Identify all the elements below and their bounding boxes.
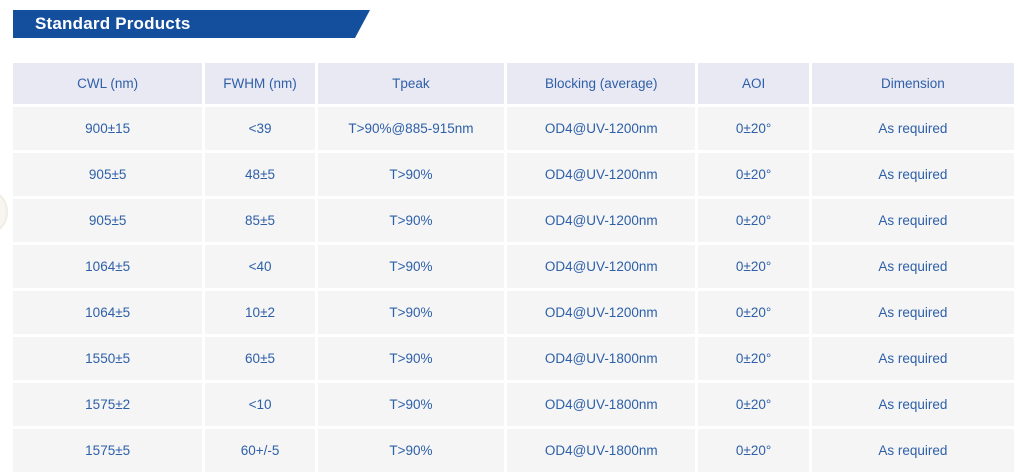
cell-aoi: 0±20° bbox=[698, 153, 809, 196]
cell-blocking: OD4@UV-1200nm bbox=[507, 291, 696, 334]
cell-blocking: OD4@UV-1800nm bbox=[507, 429, 696, 472]
cell-tpeak: T>90% bbox=[317, 429, 505, 472]
cell-cwl: 900±15 bbox=[13, 107, 203, 150]
cell-dimension: As required bbox=[811, 337, 1014, 380]
cell-tpeak: T>90% bbox=[317, 383, 505, 426]
cell-fwhm: 85±5 bbox=[205, 199, 315, 242]
cell-aoi: 0±20° bbox=[698, 199, 809, 242]
cell-fwhm: <10 bbox=[205, 383, 315, 426]
cell-cwl: 1064±5 bbox=[13, 291, 203, 334]
cell-fwhm: 48±5 bbox=[205, 153, 315, 196]
cell-fwhm: 60±5 bbox=[205, 337, 315, 380]
cell-fwhm: <39 bbox=[205, 107, 315, 150]
table-row: 905±5 48±5 T>90% OD4@UV-1200nm 0±20° As requi… bbox=[13, 153, 1014, 196]
cell-dimension: As required bbox=[811, 429, 1014, 472]
cell-dimension: As required bbox=[811, 199, 1014, 242]
cell-aoi: 0±20° bbox=[698, 383, 809, 426]
cell-dimension: As required bbox=[811, 291, 1014, 334]
cell-aoi: 0±20° bbox=[698, 291, 809, 334]
cell-cwl: 905±5 bbox=[13, 153, 203, 196]
cell-dimension: As required bbox=[811, 153, 1014, 196]
table-row: 1064±5 <40 T>90% OD4@UV-1200nm 0±20° As requi… bbox=[13, 245, 1014, 288]
column-header-tpeak: Tpeak bbox=[317, 63, 505, 104]
column-header-aoi: AOI bbox=[698, 63, 809, 104]
cell-tpeak: T>90% bbox=[317, 337, 505, 380]
section-title: Standard Products bbox=[35, 14, 191, 33]
cell-blocking: OD4@UV-1800nm bbox=[507, 383, 696, 426]
standard-products-table: CWL (nm) FWHM (nm) Tpeak Blocking (average)… bbox=[10, 60, 1017, 473]
cell-fwhm: <40 bbox=[205, 245, 315, 288]
cell-blocking: OD4@UV-1200nm bbox=[507, 245, 696, 288]
watermark-circle bbox=[0, 188, 8, 236]
cell-cwl: 1550±5 bbox=[13, 337, 203, 380]
cell-cwl: 1575±2 bbox=[13, 383, 203, 426]
cell-aoi: 0±20° bbox=[698, 107, 809, 150]
column-header-blocking: Blocking (average) bbox=[507, 63, 696, 104]
table-row: 905±5 85±5 T>90% OD4@UV-1200nm 0±20° As requi… bbox=[13, 199, 1014, 242]
cell-blocking: OD4@UV-1800nm bbox=[507, 337, 696, 380]
table-row: 1550±5 60±5 T>90% OD4@UV-1800nm 0±20° As requ… bbox=[13, 337, 1014, 380]
cell-cwl: 1575±5 bbox=[13, 429, 203, 472]
cell-fwhm: 60+/-5 bbox=[205, 429, 315, 472]
cell-dimension: As required bbox=[811, 383, 1014, 426]
cell-tpeak: T>90% bbox=[317, 153, 505, 196]
column-header-cwl: CWL (nm) bbox=[13, 63, 203, 104]
cell-dimension: As required bbox=[811, 107, 1014, 150]
cell-aoi: 0±20° bbox=[698, 245, 809, 288]
cell-aoi: 0±20° bbox=[698, 337, 809, 380]
header-row: CWL (nm) FWHM (nm) Tpeak Blocking (average)… bbox=[13, 63, 1014, 104]
cell-tpeak: T>90% bbox=[317, 199, 505, 242]
cell-fwhm: 10±2 bbox=[205, 291, 315, 334]
table-body: 900±15 <39 T>90%@885-915nm OD4@UV-1200nm 0±2… bbox=[13, 107, 1014, 472]
section-banner: Standard Products bbox=[13, 10, 370, 38]
table-container: CWL (nm) FWHM (nm) Tpeak Blocking (average)… bbox=[10, 60, 1017, 473]
table-row: 1575±2 <10 T>90% OD4@UV-1800nm 0±20° As requi… bbox=[13, 383, 1014, 426]
cell-tpeak: T>90%@885-915nm bbox=[317, 107, 505, 150]
table-row: 900±15 <39 T>90%@885-915nm OD4@UV-1200nm 0±2… bbox=[13, 107, 1014, 150]
cell-tpeak: T>90% bbox=[317, 291, 505, 334]
cell-blocking: OD4@UV-1200nm bbox=[507, 199, 696, 242]
table-row: 1575±5 60+/-5 T>90% OD4@UV-1800nm 0±20° As re… bbox=[13, 429, 1014, 472]
cell-blocking: OD4@UV-1200nm bbox=[507, 153, 696, 196]
column-header-dimension: Dimension bbox=[811, 63, 1014, 104]
cell-tpeak: T>90% bbox=[317, 245, 505, 288]
column-header-fwhm: FWHM (nm) bbox=[205, 63, 315, 104]
cell-cwl: 1064±5 bbox=[13, 245, 203, 288]
cell-aoi: 0±20° bbox=[698, 429, 809, 472]
cell-blocking: OD4@UV-1200nm bbox=[507, 107, 696, 150]
table-row: 1064±5 10±2 T>90% OD4@UV-1200nm 0±20° As requ… bbox=[13, 291, 1014, 334]
cell-dimension: As required bbox=[811, 245, 1014, 288]
cell-cwl: 905±5 bbox=[13, 199, 203, 242]
